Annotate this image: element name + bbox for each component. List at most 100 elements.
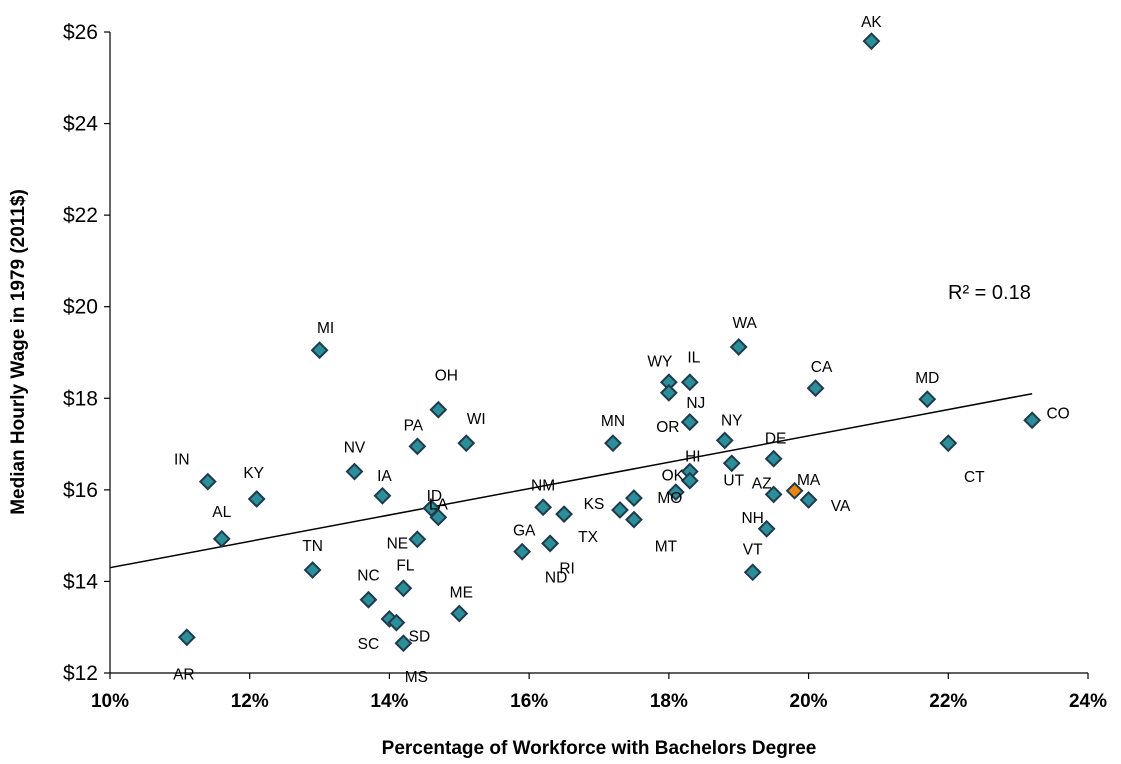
data-point (757, 519, 776, 538)
y-tick-label: $18 (63, 387, 98, 410)
data-point (918, 390, 937, 409)
point-label: FL (396, 557, 414, 574)
data-point (764, 485, 783, 504)
data-point (429, 508, 448, 527)
data-points (177, 32, 1042, 653)
point-label: NY (721, 412, 743, 429)
x-tick-label: 18% (650, 691, 688, 712)
data-point (715, 431, 734, 450)
point-label: NM (531, 477, 555, 494)
data-point (408, 437, 427, 456)
point-label: ID (427, 488, 443, 505)
data-point (604, 434, 622, 453)
data-point (198, 472, 217, 491)
point-label: VT (743, 541, 763, 558)
data-point (680, 373, 699, 392)
point-label: CT (964, 469, 985, 486)
data-point (555, 505, 573, 524)
data-point (806, 379, 825, 398)
point-label: TX (578, 529, 598, 546)
data-point (408, 530, 427, 549)
y-tick-label: $16 (63, 479, 98, 502)
point-label: NE (387, 535, 409, 552)
data-point (729, 338, 748, 356)
point-label: AR (173, 666, 195, 683)
point-label: ME (450, 584, 473, 601)
data-point (457, 434, 476, 453)
data-point (799, 491, 818, 509)
point-label: NV (344, 440, 366, 457)
data-point (310, 341, 329, 360)
data-point (429, 400, 448, 419)
data-point (212, 529, 231, 548)
x-tick-label: 14% (370, 691, 408, 712)
point-label: MO (657, 490, 682, 507)
data-point (387, 613, 406, 632)
point-labels: AK MI WA WY IL CA MD OH CO NJ OR NY MN PA WI CT DE UT HI NV… (173, 14, 1070, 686)
point-label: WA (733, 315, 758, 332)
y-tick-label: $14 (63, 570, 98, 593)
data-point (359, 590, 378, 609)
data-point (541, 534, 560, 553)
point-label: VA (831, 498, 851, 515)
point-label: ND (545, 569, 567, 586)
point-label: NH (741, 510, 763, 527)
x-axis-title: Percentage of Workforce with Bachelors D… (382, 738, 817, 759)
point-label: OK (662, 468, 685, 485)
trendline (109, 392, 1033, 569)
point-label: KY (243, 465, 264, 482)
point-label: CA (811, 359, 833, 376)
point-label: MN (601, 413, 625, 430)
x-tick-label: 10% (91, 691, 129, 712)
data-point (1023, 411, 1042, 430)
data-point (177, 628, 196, 647)
point-label: SD (409, 629, 431, 646)
point-label: AL (212, 504, 231, 521)
point-label: RI (559, 560, 575, 577)
data-point (939, 434, 958, 453)
point-label: SC (358, 636, 380, 653)
data-point (247, 490, 266, 508)
data-point (625, 510, 643, 529)
data-point (611, 501, 629, 519)
point-label: WY (647, 353, 672, 370)
y-tick-label: $24 (63, 113, 98, 136)
y-tick-label: $20 (63, 296, 98, 319)
y-tick-label: $12 (63, 662, 98, 685)
data-point (722, 454, 741, 473)
point-label: OH (435, 368, 458, 385)
point-label: PA (404, 417, 424, 434)
y-tick-label: $22 (63, 204, 98, 227)
data-point (625, 489, 643, 508)
point-label: OR (656, 419, 679, 436)
point-label: NJ (686, 395, 705, 412)
axes (109, 32, 1088, 674)
y-axis-title: Median Hourly Wage in 1979 (2011$) (8, 189, 29, 515)
data-point (785, 481, 804, 500)
point-label: MS (405, 669, 428, 686)
data-point (680, 471, 699, 490)
data-point (862, 32, 881, 51)
x-tick-label: 16% (510, 691, 548, 712)
point-label: KS (584, 496, 605, 513)
data-point (659, 383, 678, 402)
data-point (680, 413, 699, 432)
data-point (345, 462, 364, 481)
point-label: MI (317, 320, 334, 337)
point-label: CO (1046, 405, 1069, 422)
data-point (764, 449, 783, 468)
ticks: $12 $14 $16 $18 $20 $22 $24 $26 10% 12% 14% 16% 18% 2… (63, 21, 1107, 712)
data-point (394, 634, 413, 653)
x-tick-label: 22% (929, 691, 967, 712)
point-label: NC (357, 568, 379, 585)
point-label: DE (765, 431, 787, 448)
data-point (513, 542, 532, 561)
point-label: LA (429, 496, 449, 513)
point-label: MD (915, 370, 939, 387)
point-label: AK (861, 14, 882, 31)
point-label: MA (797, 472, 821, 489)
x-tick-label: 12% (231, 691, 269, 712)
r-squared-annotation: R² = 0.18 (948, 282, 1031, 304)
point-label: AZ (752, 475, 772, 492)
